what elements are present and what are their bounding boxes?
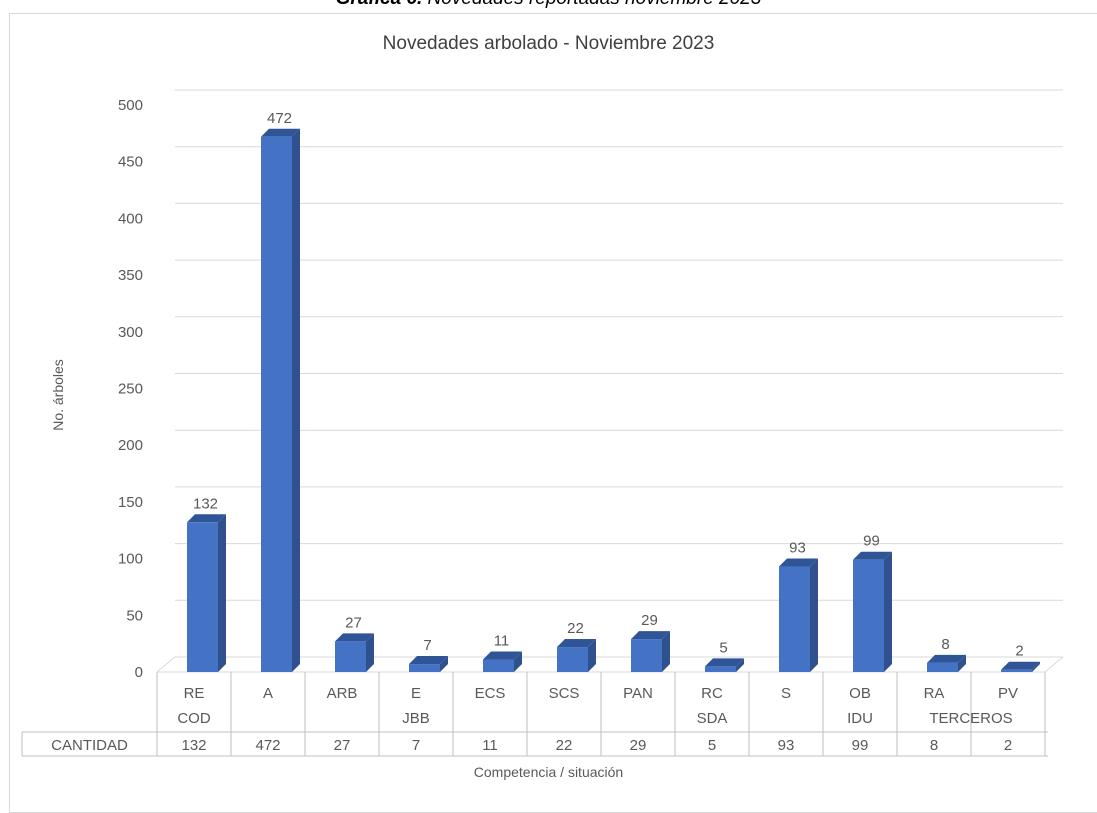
bar (631, 639, 662, 672)
x-tick-label: PAN (623, 685, 653, 702)
data-label: 8 (941, 636, 949, 653)
bar (483, 659, 514, 672)
bar (705, 666, 736, 672)
bar-top (853, 551, 892, 560)
y-tick-label: 400 (118, 210, 143, 227)
bar (557, 647, 588, 672)
x-group-label: IDU (847, 710, 873, 727)
bar (853, 559, 884, 672)
x-tick-label: S (781, 685, 791, 702)
x-tick-label: ARB (327, 685, 358, 702)
x-group-label: JBB (402, 710, 430, 727)
caption-bold: Gráfica 6. (336, 0, 423, 9)
data-label: 93 (789, 540, 806, 557)
bar-top (261, 128, 300, 137)
x-tick-label: RE (184, 685, 205, 702)
y-tick-label: 50 (126, 607, 143, 624)
y-tick-label: 250 (118, 381, 143, 398)
bar (779, 566, 810, 672)
bar-top (187, 514, 226, 523)
bar-top (927, 654, 966, 663)
y-tick-label: 300 (118, 324, 143, 341)
bar-side (958, 654, 966, 672)
table-row-label: CANTIDAD (51, 737, 128, 754)
data-label: 7 (423, 637, 431, 654)
data-label: 472 (267, 110, 292, 127)
table-cell: 5 (708, 737, 716, 754)
bar-top (557, 639, 596, 648)
bar-side (588, 639, 596, 672)
y-tick-label: 200 (118, 437, 143, 454)
floor-edge (1044, 656, 1064, 673)
x-tick-label: A (263, 685, 273, 702)
bar-side (1032, 661, 1040, 672)
y-tick-label: 350 (118, 267, 143, 284)
y-tick-label: 450 (118, 154, 143, 171)
bar-top (779, 558, 818, 567)
bar (335, 641, 366, 672)
bar-top (1001, 661, 1040, 670)
x-tick-label: PV (998, 685, 1018, 702)
bar (261, 136, 292, 672)
table-cell: 27 (334, 737, 351, 754)
y-tick-label: 100 (118, 551, 143, 568)
table-cell: 132 (181, 737, 206, 754)
x-tick-label: RA (924, 685, 945, 702)
bar-side (736, 658, 744, 672)
table-cell: 22 (556, 737, 573, 754)
table-cell: 2 (1004, 737, 1012, 754)
table-cell: 29 (630, 737, 647, 754)
x-tick-label: OB (849, 685, 871, 702)
table-cell: 472 (255, 737, 280, 754)
table-cell: 8 (930, 737, 938, 754)
table-cell: 7 (412, 737, 420, 754)
bar-side (884, 551, 892, 672)
y-tick-label: 0 (135, 664, 143, 681)
x-tick-label: ECS (475, 685, 506, 702)
data-label: 2 (1015, 643, 1023, 660)
bar-top (483, 651, 522, 660)
data-label: 5 (719, 639, 727, 656)
bar (1001, 669, 1032, 672)
floor-edge (156, 656, 176, 673)
bar-side (440, 656, 448, 672)
bar-side (218, 514, 226, 672)
caption-text: Novedades reportadas noviembre 2023 (422, 0, 762, 9)
bar-side (662, 631, 670, 672)
data-label: 22 (567, 620, 584, 637)
bar-side (810, 558, 818, 672)
bar-top (335, 633, 374, 642)
table-cell: 99 (852, 737, 869, 754)
x-tick-label: RC (701, 685, 723, 702)
bar-side (514, 651, 522, 672)
x-group-label: SDA (697, 710, 728, 727)
table-cell: 11 (482, 737, 498, 754)
bar-top (705, 658, 744, 667)
bar (927, 662, 958, 672)
figure-caption: Gráfica 6. Novedades reportadas noviembr… (0, 0, 1097, 10)
bar-top (409, 656, 448, 665)
x-axis-label: Competencia / situación (473, 764, 624, 780)
data-label: 132 (193, 495, 218, 512)
bar-side (366, 633, 374, 672)
bar-top (631, 631, 670, 640)
bar (187, 522, 218, 672)
bar (409, 664, 440, 672)
x-group-label: COD (177, 710, 211, 727)
bar-side (292, 128, 300, 672)
table-cell: 93 (778, 737, 795, 754)
y-tick-label: 150 (118, 494, 143, 511)
chart-title: Novedades arbolado - Noviembre 2023 (382, 33, 715, 54)
data-label: 11 (494, 633, 510, 650)
x-group-label: TERCEROS (929, 710, 1012, 727)
data-label: 99 (863, 533, 880, 550)
y-tick-label: 500 (118, 97, 143, 114)
x-tick-label: SCS (549, 685, 580, 702)
data-label: 29 (641, 612, 658, 629)
data-label: 27 (345, 614, 362, 631)
x-tick-label: E (411, 685, 421, 702)
